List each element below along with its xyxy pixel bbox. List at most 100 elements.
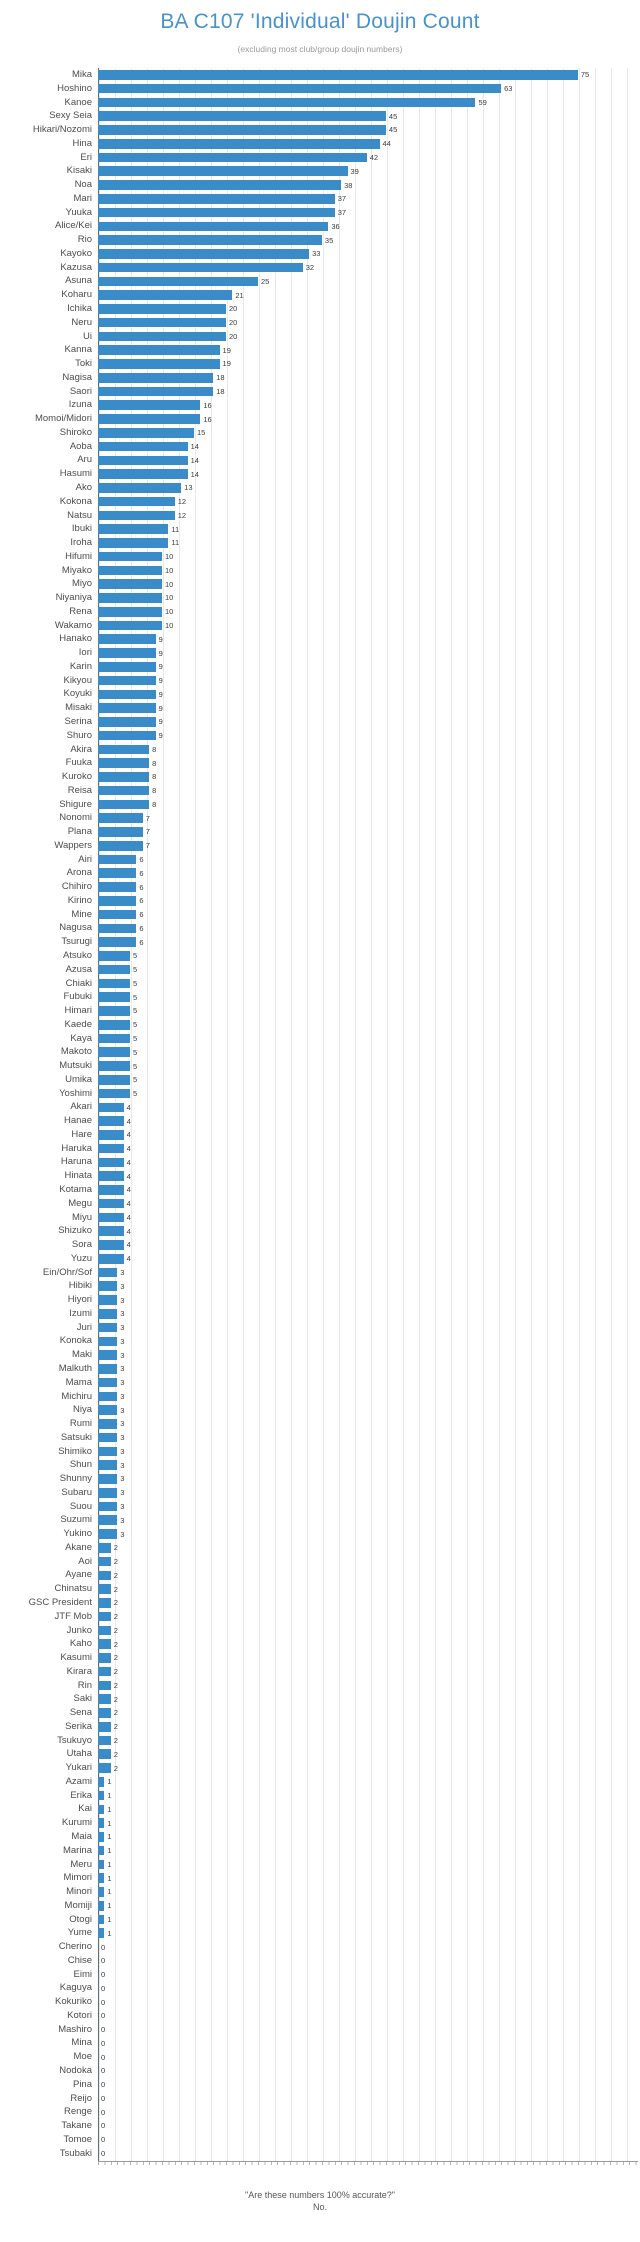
category-label: Shunny — [59, 1473, 92, 1485]
chart-row: Wakamo 10 — [0, 619, 640, 633]
chart-row: Kuroko 8 — [0, 770, 640, 784]
bar-track: 4 — [98, 1128, 638, 1142]
chart-row: Alice/Kei 36 — [0, 219, 640, 233]
chart-row: Chihiro 6 — [0, 880, 640, 894]
bar-track: 6 — [98, 880, 638, 894]
chart-row: Nonomi 7 — [0, 811, 640, 825]
bar — [98, 1529, 118, 1539]
bar-track: 1 — [98, 1844, 638, 1858]
bar-track: 3 — [98, 1417, 638, 1431]
bar-track: 9 — [98, 646, 638, 660]
chart-row: Fubuki 5 — [0, 990, 640, 1004]
chart-row: Sora 4 — [0, 1238, 640, 1252]
bar — [98, 221, 329, 232]
bar — [98, 772, 150, 782]
category-label: Airi — [78, 853, 92, 865]
value-label: 9 — [158, 731, 163, 741]
bar-track: 3 — [98, 1458, 638, 1472]
chart-row: Ako 13 — [0, 481, 640, 495]
bar — [98, 1694, 111, 1705]
category-label: Kaguya — [59, 1982, 92, 1994]
chart-row: Momoi/Midori 16 — [0, 412, 640, 426]
category-label: Maia — [71, 1831, 92, 1842]
category-label: Hinata — [64, 1170, 92, 1182]
chart-row: Yume 1 — [0, 1926, 640, 1940]
bar-track: 7 — [98, 825, 638, 839]
bar — [98, 799, 150, 810]
bar-track: 2 — [98, 1568, 638, 1582]
value-label: 19 — [222, 345, 231, 355]
category-label: Niyaniya — [55, 592, 92, 604]
bar — [98, 937, 137, 947]
bar — [98, 372, 214, 383]
chart-row: Shun 3 — [0, 1458, 640, 1472]
category-label: Satsuki — [60, 1431, 92, 1443]
chart-row: Azami 1 — [0, 1775, 640, 1789]
category-label: Misaki — [65, 702, 92, 714]
chart-row: Aru 14 — [0, 453, 640, 467]
bar — [98, 496, 175, 507]
category-label: Haruna — [60, 1156, 92, 1168]
value-label: 18 — [216, 373, 225, 383]
chart-row: Hoshino 63 — [0, 82, 640, 96]
bar-track: 37 — [98, 206, 638, 220]
value-label: 20 — [228, 304, 238, 314]
chart-row: Rena 10 — [0, 605, 640, 619]
chart-row: Konoka 3 — [0, 1334, 640, 1348]
category-label: Michiru — [61, 1390, 92, 1402]
chart-row: Wappers 7 — [0, 839, 640, 853]
category-label: Mashiro — [58, 2023, 92, 2035]
value-label: 4 — [126, 1144, 131, 1154]
chart-row: Yukari 2 — [0, 1761, 640, 1775]
bar-track: 14 — [98, 467, 638, 481]
category-label: Akira — [70, 743, 92, 755]
chart-row: Renge 0 — [0, 2105, 640, 2119]
bar — [98, 1501, 118, 1512]
value-label: 4 — [126, 1102, 131, 1112]
category-label: Erika — [70, 1789, 92, 1801]
chart-row: Takane 0 — [0, 2119, 640, 2133]
chart-row: Subaru 3 — [0, 1486, 640, 1500]
bar — [98, 1845, 105, 1856]
chart-row: Aoi 2 — [0, 1555, 640, 1569]
chart-row: Tsurugi 6 — [0, 935, 640, 949]
bar-track: 5 — [98, 949, 638, 963]
category-label: Nodoka — [59, 2065, 92, 2077]
value-label: 2 — [113, 1584, 118, 1594]
value-label: 12 — [177, 510, 187, 520]
value-label: 2 — [113, 1694, 118, 1704]
category-label: Yuzu — [70, 1252, 92, 1264]
value-label: 39 — [350, 166, 359, 176]
bar — [98, 1157, 124, 1168]
bar — [98, 1487, 118, 1498]
category-label: Takane — [61, 2120, 92, 2132]
bar — [98, 193, 335, 204]
bar — [98, 703, 156, 713]
bar — [98, 1460, 118, 1470]
bar-track: 9 — [98, 674, 638, 688]
category-label: JTF Mob — [54, 1610, 92, 1622]
category-label: Miyako — [61, 564, 92, 576]
chart-row: Miyo 10 — [0, 577, 640, 591]
chart-row: Kisaki 39 — [0, 164, 640, 178]
value-label: 12 — [177, 497, 187, 507]
chart-row: Marina 1 — [0, 1844, 640, 1858]
chart-row: Ichika 20 — [0, 302, 640, 316]
chart-row: Maia 1 — [0, 1830, 640, 1844]
chart-row: Juri 3 — [0, 1321, 640, 1335]
bar — [98, 689, 156, 700]
bar-track: 0 — [98, 1968, 638, 1982]
value-label: 75 — [580, 70, 590, 80]
bar-track: 3 — [98, 1348, 638, 1362]
chart-row: Minori 1 — [0, 1885, 640, 1899]
chart-row: Hifumi 10 — [0, 550, 640, 564]
category-label: Hifumi — [65, 550, 92, 562]
value-label: 0 — [101, 2080, 106, 2090]
category-label: Kirara — [66, 1665, 92, 1677]
value-label: 33 — [312, 249, 321, 259]
bar-track: 0 — [98, 2078, 638, 2092]
value-label: 3 — [120, 1378, 125, 1388]
bar — [98, 1130, 124, 1140]
category-label: Junko — [66, 1624, 92, 1636]
category-label: Ein/Ohr/Sof — [42, 1266, 92, 1278]
